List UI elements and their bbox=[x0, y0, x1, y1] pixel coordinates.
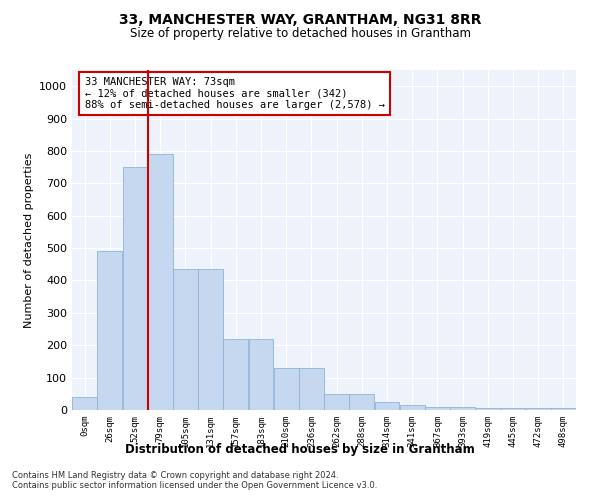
Text: 33 MANCHESTER WAY: 73sqm
← 12% of detached houses are smaller (342)
88% of semi-: 33 MANCHESTER WAY: 73sqm ← 12% of detach… bbox=[85, 77, 385, 110]
Bar bbox=[148, 154, 173, 410]
Bar bbox=[122, 167, 148, 410]
Y-axis label: Number of detached properties: Number of detached properties bbox=[23, 152, 34, 328]
Bar bbox=[324, 394, 349, 410]
Bar bbox=[450, 407, 475, 410]
Text: 33, MANCHESTER WAY, GRANTHAM, NG31 8RR: 33, MANCHESTER WAY, GRANTHAM, NG31 8RR bbox=[119, 12, 481, 26]
Bar bbox=[72, 397, 97, 410]
Bar bbox=[475, 408, 500, 410]
Text: Size of property relative to detached houses in Grantham: Size of property relative to detached ho… bbox=[130, 28, 470, 40]
Bar bbox=[425, 407, 450, 410]
Bar bbox=[526, 408, 551, 410]
Bar bbox=[349, 394, 374, 410]
Bar bbox=[97, 252, 122, 410]
Bar bbox=[248, 339, 274, 410]
Bar bbox=[274, 368, 299, 410]
Bar bbox=[173, 269, 198, 410]
Bar bbox=[551, 408, 576, 410]
Bar bbox=[500, 408, 526, 410]
Bar bbox=[223, 339, 248, 410]
Bar bbox=[198, 269, 223, 410]
Text: Contains HM Land Registry data © Crown copyright and database right 2024.
Contai: Contains HM Land Registry data © Crown c… bbox=[12, 470, 377, 490]
Bar bbox=[400, 405, 425, 410]
Text: Distribution of detached houses by size in Grantham: Distribution of detached houses by size … bbox=[125, 442, 475, 456]
Bar bbox=[374, 402, 400, 410]
Bar bbox=[299, 368, 324, 410]
